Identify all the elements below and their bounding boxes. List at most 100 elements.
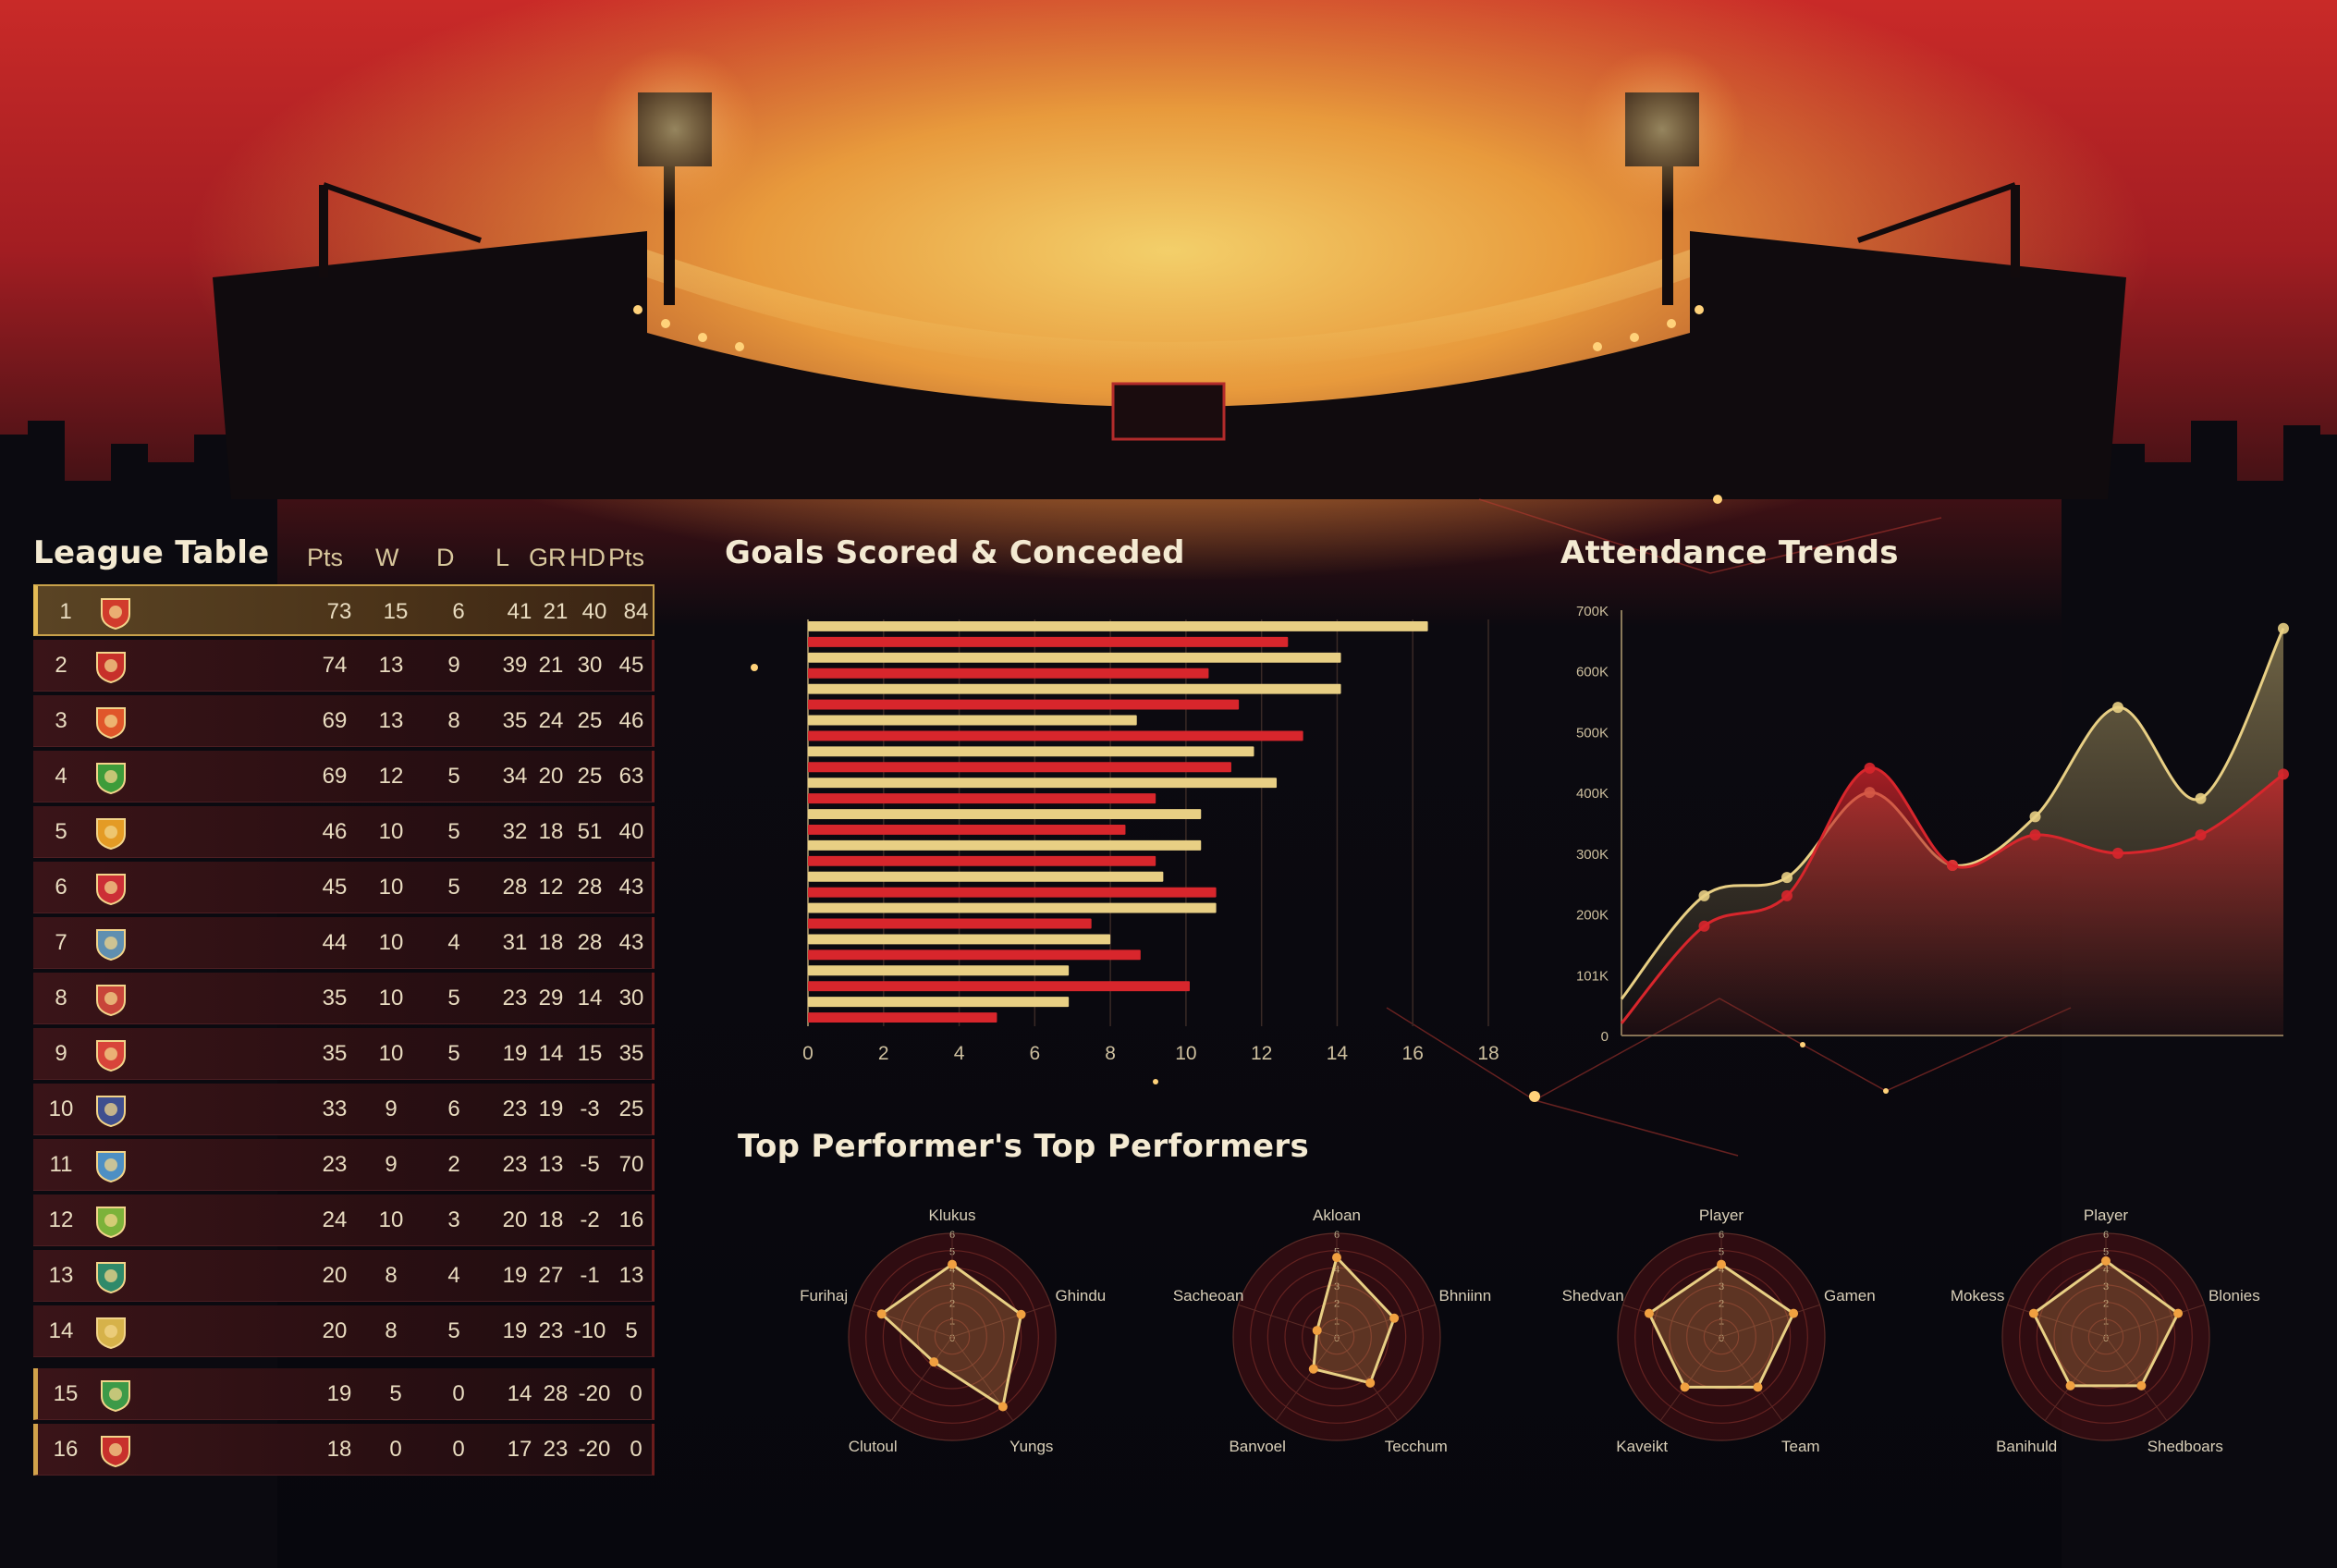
attendance-point [2112, 702, 2123, 714]
stat-cell: 46 [618, 708, 644, 733]
column-header-w: W [375, 544, 399, 571]
table-row[interactable]: 13 20 8 4 19 27 -1 13 [33, 1250, 655, 1302]
stat-cell: 69 [322, 708, 348, 733]
stat-cell: 31 [502, 930, 528, 955]
stat-cell: -2 [580, 1207, 600, 1232]
radar-spoke [1336, 1304, 1436, 1338]
radar-point [1680, 1382, 1690, 1392]
stat-cell: -10 [573, 1318, 606, 1343]
column-header-pts: Pts [307, 544, 344, 571]
goals-scored-bar [808, 746, 1254, 757]
stat-cell: 44 [322, 930, 348, 955]
goals-conceded-bar [808, 887, 1217, 898]
goals-conceded-bar [808, 699, 1240, 710]
radar-spoke [2105, 1336, 2168, 1421]
goals-scored-bar [808, 715, 1137, 726]
goals-conceded-bar [808, 981, 1190, 992]
stat-cell: 29 [538, 986, 564, 1011]
stat-cell: 6 [452, 599, 465, 624]
stat-cell: 4 [447, 930, 460, 955]
stat-cell: 2 [447, 1152, 460, 1177]
table-row[interactable]: 8 35 10 5 23 29 14 30 [33, 973, 655, 1024]
attendance-point [1947, 860, 1958, 871]
team-crest-icon [96, 1151, 126, 1183]
table-row[interactable]: 15 19 5 0 14 28 -20 0 [33, 1368, 655, 1420]
top-performers-title: Top Performer's Top Performers [738, 1128, 1309, 1165]
stat-cell: 10 [378, 986, 404, 1011]
team-crest-icon [96, 1317, 126, 1350]
goals-chart-title: Goals Scored & Conceded [725, 534, 1185, 571]
stat-cell: 35 [322, 986, 348, 1011]
column-header-d: D [436, 544, 455, 571]
radar-point [1753, 1382, 1763, 1392]
x-tick-label: 16 [1402, 1043, 1424, 1064]
radar-axis-label: Blonies [2209, 1287, 2260, 1305]
stat-cell: 19 [326, 1381, 352, 1406]
position-cell: 5 [55, 819, 67, 844]
table-row[interactable]: 14 20 8 5 19 23 -10 5 [33, 1305, 655, 1357]
table-row[interactable]: 12 24 10 3 20 18 -2 16 [33, 1194, 655, 1246]
position-cell: 13 [48, 1263, 74, 1288]
stat-cell: -20 [578, 1381, 611, 1406]
radar-spoke [951, 1304, 1051, 1338]
table-row[interactable]: 9 35 10 5 19 14 15 35 [33, 1028, 655, 1080]
x-tick-label: 8 [1105, 1043, 1116, 1064]
player-radar-chart: 0123456PlayerGamenTeamKaveiktShedvan [1546, 1202, 1897, 1498]
stat-cell: 33 [322, 1096, 348, 1121]
attendance-point [2029, 811, 2041, 823]
stat-cell: 23 [502, 986, 528, 1011]
goals-scored-bar [808, 778, 1278, 789]
player-radar-chart: 0123456AkloanBhniinnTecchumBanvoelSacheo… [1161, 1202, 1512, 1498]
team-crest-icon [96, 1096, 126, 1128]
stat-cell: 23 [502, 1096, 528, 1121]
stat-cell: 46 [322, 819, 348, 844]
table-row[interactable]: 6 45 10 5 28 12 28 43 [33, 862, 655, 913]
stat-cell: 18 [326, 1437, 352, 1462]
y-tick-label: 700K [1576, 604, 1609, 619]
team-crest-icon [96, 929, 126, 962]
stat-cell: 30 [618, 986, 644, 1011]
stat-cell: 34 [502, 764, 528, 789]
stat-cell: 4 [447, 1263, 460, 1288]
position-cell: 9 [55, 1041, 67, 1066]
stat-cell: 8 [447, 708, 460, 733]
stat-cell: 70 [618, 1152, 644, 1177]
goals-bar-chart: 0 2 4 6 8 10 12 14 16 18 [802, 619, 1499, 1064]
stat-cell: 43 [618, 875, 644, 900]
stat-cell: 13 [618, 1263, 644, 1288]
team-crest-icon [96, 1262, 126, 1294]
stat-cell: -5 [580, 1152, 600, 1177]
stat-cell: 10 [378, 819, 404, 844]
radar-svg: 0123456PlayerGamenTeamKaveiktShedvan [1562, 1207, 1876, 1455]
stat-cell: 5 [447, 1041, 460, 1066]
stat-cell: 10 [378, 1041, 404, 1066]
stat-cell: 45 [322, 875, 348, 900]
table-row[interactable]: 10 33 9 6 23 19 -3 25 [33, 1084, 655, 1135]
attendance-line [1620, 766, 2284, 1024]
goals-scored-bar [808, 683, 1341, 694]
table-row[interactable]: 2 74 13 9 39 21 30 45 [33, 640, 655, 692]
stat-cell: 41 [507, 599, 532, 624]
stat-cell: 0 [452, 1437, 465, 1462]
radar-axis-label: Furihaj [800, 1287, 848, 1305]
table-row[interactable]: 16 18 0 0 17 23 -20 0 [33, 1424, 655, 1476]
stat-cell: 5 [447, 875, 460, 900]
radar-shape [1646, 1262, 1796, 1389]
radar-axis-label: Shedboars [2147, 1438, 2223, 1455]
stat-cell: 23 [538, 1318, 564, 1343]
table-row[interactable]: 4 69 12 5 34 20 25 63 [33, 751, 655, 802]
table-row[interactable]: 1 73 15 6 41 21 40 84 [33, 584, 655, 636]
stat-cell: 6 [447, 1096, 460, 1121]
stat-cell: 5 [447, 1318, 460, 1343]
stat-cell: 28 [543, 1381, 569, 1406]
table-row[interactable]: 5 46 10 5 32 18 51 40 [33, 806, 655, 858]
stat-cell: 84 [623, 599, 649, 624]
table-row[interactable]: 11 23 9 2 23 13 -5 70 [33, 1139, 655, 1191]
stat-cell: 23 [322, 1152, 348, 1177]
attendance-point [1698, 889, 1710, 901]
table-row[interactable]: 3 69 13 8 35 24 25 46 [33, 695, 655, 747]
goals-conceded-bar [808, 793, 1156, 804]
stat-cell: 19 [502, 1318, 528, 1343]
table-row[interactable]: 7 44 10 4 31 18 28 43 [33, 917, 655, 969]
